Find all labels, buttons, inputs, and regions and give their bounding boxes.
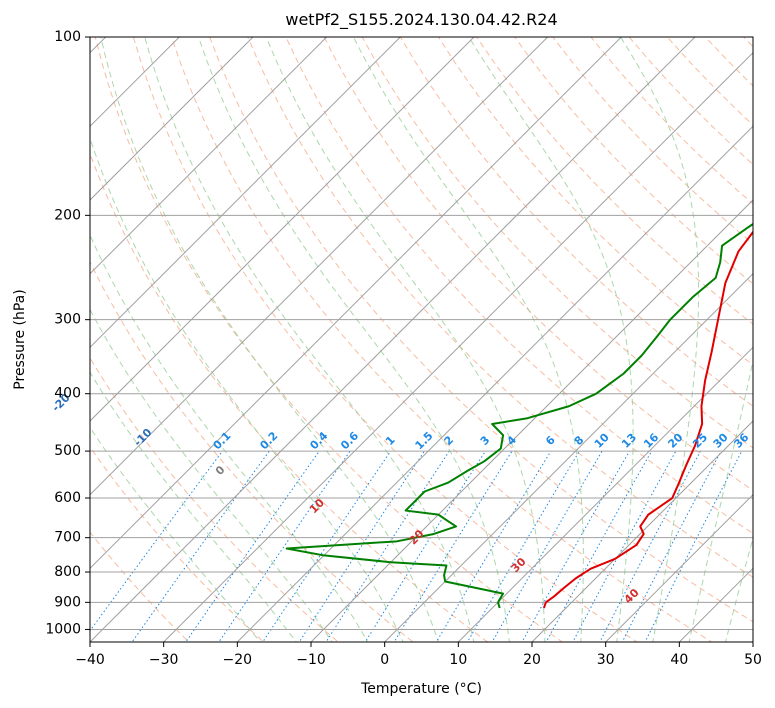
isotherm-line	[90, 37, 402, 349]
y-tick-label: 1000	[45, 621, 81, 637]
isotherm-line	[90, 37, 328, 275]
y-tick-label: 600	[54, 490, 81, 506]
x-tick-label: −20	[223, 652, 253, 668]
dry-adiabat-line	[170, 37, 713, 642]
x-tick-label: −40	[75, 652, 105, 668]
dewpoint-profile-line	[285, 222, 753, 609]
isotherm-line	[90, 37, 181, 128]
dry-adiabat-line	[90, 531, 190, 642]
moist-adiabat-line	[688, 358, 753, 642]
x-tick-label: 40	[670, 652, 688, 668]
chart-title: wetPf2_S155.2024.130.04.42.R24	[285, 10, 557, 30]
y-tick-label: 900	[54, 594, 81, 610]
dry-adiabat-line	[94, 37, 564, 642]
y-tick-label: 800	[54, 564, 81, 580]
isotherm-line	[90, 37, 549, 496]
x-axis-label: Temperature (°C)	[360, 681, 482, 697]
dry-adiabat-line	[285, 37, 753, 535]
dry-adiabat-line	[361, 37, 753, 449]
y-tick-label: 400	[54, 386, 81, 402]
moist-adiabat-line	[468, 37, 634, 642]
y-tick-label: 100	[54, 29, 81, 45]
dry-adiabat-line	[90, 152, 489, 642]
isotherm-line	[90, 37, 696, 642]
moist-adiabat-line	[100, 37, 440, 642]
dry-adiabat-line	[90, 356, 340, 642]
dry-adiabat-line	[132, 37, 638, 642]
isotherm-line	[604, 493, 753, 642]
dry-adiabat-line	[247, 37, 753, 578]
y-tick-label: 200	[54, 207, 81, 223]
moist-adiabat-line	[265, 37, 546, 642]
y-axis-label: Pressure (hPa)	[12, 289, 28, 389]
moist-adiabat-line	[353, 37, 584, 642]
isotherm-line	[383, 272, 753, 642]
y-tick-label: 700	[54, 530, 81, 546]
isotherm-line	[236, 125, 753, 642]
dry-adiabat-line	[90, 260, 414, 642]
moist-adiabat-line	[90, 308, 333, 642]
dry-adiabat-line	[209, 37, 753, 623]
isotherm-line	[90, 37, 623, 570]
x-tick-label: −30	[149, 652, 179, 668]
dry-adiabat-line	[514, 37, 753, 285]
x-tick-label: 50	[744, 652, 762, 668]
dry-adiabat-line	[323, 37, 753, 491]
moist-adiabat-line	[144, 37, 475, 642]
isotherm-line	[531, 420, 753, 642]
isotherm-line	[90, 37, 254, 201]
y-tick-label: 300	[54, 312, 81, 328]
x-tick-label: 20	[523, 652, 541, 668]
x-tick-label: 10	[449, 652, 467, 668]
isotherm-line	[162, 51, 753, 642]
x-tick-label: −10	[296, 652, 326, 668]
moist-adiabat-line	[620, 37, 700, 642]
dry-adiabat-line	[90, 446, 265, 642]
dry-adiabat-line	[475, 37, 753, 325]
plot-frame	[89, 36, 754, 643]
y-tick-label: 500	[54, 443, 81, 459]
isotherm-line	[90, 37, 475, 422]
temperature-profile-line	[542, 230, 753, 609]
isotherm-line	[310, 199, 753, 642]
isotherm-line	[457, 346, 753, 642]
moist-adiabat-line	[725, 536, 753, 642]
x-tick-label: 0	[380, 652, 389, 668]
x-tick-label: 30	[597, 652, 615, 668]
